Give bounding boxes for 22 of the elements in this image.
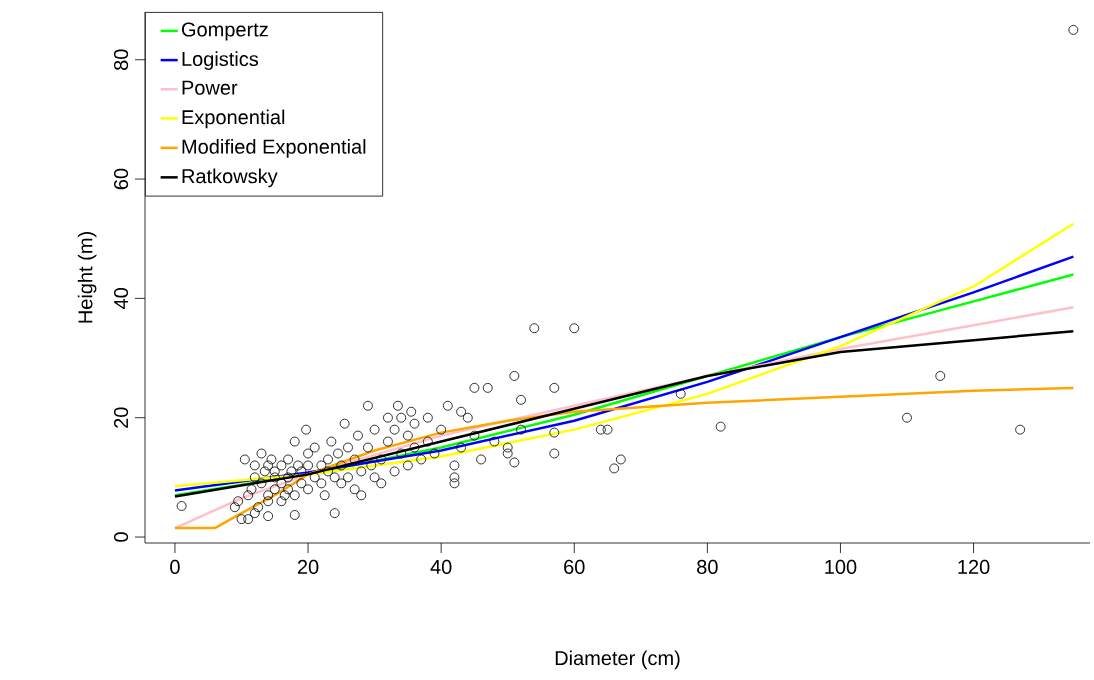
x-tick-label: 120 bbox=[958, 559, 990, 575]
y-tick-label: 40 bbox=[113, 288, 129, 310]
y-tick-label: 60 bbox=[113, 168, 129, 190]
y-tick-label: 20 bbox=[113, 407, 129, 428]
legend-label: Ratkowsky bbox=[182, 168, 278, 188]
x-tick-label: 60 bbox=[564, 559, 585, 575]
x-tick-label: 100 bbox=[825, 559, 857, 575]
x-tick-label: 80 bbox=[697, 559, 718, 575]
legend-label: Exponential bbox=[182, 109, 285, 129]
y-tick-label: 0 bbox=[113, 532, 129, 542]
legend-label: Power bbox=[182, 80, 238, 95]
legend-label: Logistics bbox=[182, 51, 259, 71]
y-axis-title: Height (m) bbox=[77, 232, 97, 323]
x-tick-label: 0 bbox=[170, 559, 180, 575]
legend-label: Gompertz bbox=[181, 22, 268, 41]
x-tick-label: 20 bbox=[297, 559, 319, 575]
x-tick-label: 40 bbox=[430, 559, 452, 575]
x-axis-title: Diameter (cm) bbox=[555, 650, 680, 670]
line-series bbox=[173, 329, 1075, 498]
line-series bbox=[173, 386, 1075, 530]
legend-label: Modified Exponential bbox=[182, 139, 366, 158]
y-tick-label: 80 bbox=[113, 49, 129, 70]
